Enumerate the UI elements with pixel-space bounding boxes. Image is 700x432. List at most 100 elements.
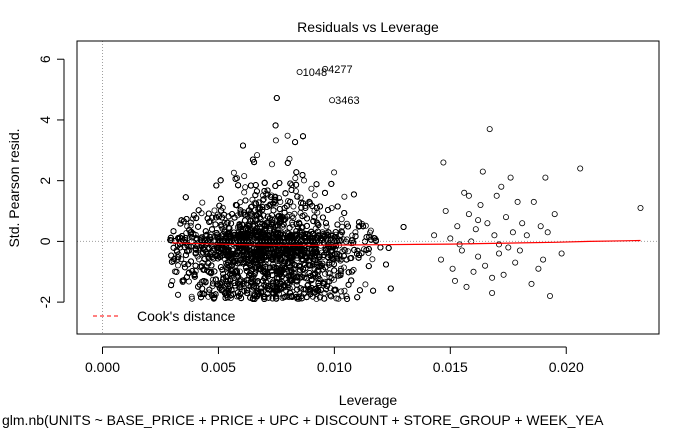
data-point — [173, 268, 180, 275]
data-point — [222, 294, 229, 301]
data-point — [247, 294, 254, 301]
data-point — [272, 137, 279, 144]
data-point — [328, 275, 335, 282]
data-point — [292, 188, 299, 195]
data-point — [296, 266, 303, 273]
data-point — [353, 250, 360, 257]
data-point — [192, 246, 199, 253]
data-point — [303, 275, 310, 282]
data-point — [245, 256, 252, 263]
data-point — [241, 189, 248, 196]
data-point — [370, 287, 377, 294]
data-point — [320, 280, 327, 287]
data-point — [366, 229, 373, 236]
data-point — [287, 246, 294, 253]
data-point — [254, 152, 261, 159]
data-point — [287, 277, 294, 284]
data-point — [342, 247, 349, 254]
data-point — [236, 247, 243, 254]
data-point — [284, 132, 291, 139]
data-point — [200, 277, 207, 284]
data-point — [242, 184, 249, 191]
data-point — [273, 229, 280, 236]
data-point — [237, 210, 244, 217]
data-point — [311, 192, 318, 199]
data-point — [356, 287, 363, 294]
data-point — [324, 282, 331, 289]
data-point — [269, 272, 276, 279]
data-point — [205, 254, 212, 261]
data-point — [222, 273, 229, 280]
data-point — [227, 283, 234, 290]
data-point — [280, 221, 287, 228]
data-point — [337, 267, 344, 274]
data-point — [188, 293, 195, 300]
data-point — [225, 213, 232, 220]
data-point — [338, 216, 345, 223]
data-point — [277, 269, 284, 276]
data-point — [266, 264, 273, 271]
data-point — [290, 203, 297, 210]
data-point — [325, 232, 332, 239]
data-point — [239, 260, 246, 267]
data-point — [331, 287, 338, 294]
data-point — [261, 179, 268, 186]
data-point — [223, 277, 230, 284]
data-point — [331, 267, 338, 274]
data-point — [273, 264, 280, 271]
data-point — [261, 187, 268, 194]
data-point — [306, 269, 313, 276]
data-point — [243, 287, 250, 294]
data-point — [219, 214, 226, 221]
data-point — [316, 203, 323, 210]
data-point — [182, 234, 189, 241]
data-point — [215, 213, 222, 220]
data-point — [264, 187, 271, 194]
data-point — [315, 233, 322, 240]
data-point — [263, 219, 270, 226]
data-point — [240, 251, 247, 258]
data-point — [319, 214, 326, 221]
data-point — [217, 195, 224, 202]
data-point — [387, 285, 394, 292]
data-point — [308, 185, 315, 192]
data-point — [199, 199, 206, 206]
data-point — [237, 290, 244, 297]
data-point — [352, 233, 359, 240]
data-point — [294, 193, 301, 200]
data-point — [174, 248, 181, 255]
data-point — [181, 244, 188, 251]
data-point — [268, 194, 275, 201]
data-point — [340, 236, 347, 243]
data-point — [213, 182, 220, 189]
data-point — [281, 204, 288, 211]
data-point — [328, 205, 335, 212]
data-point — [203, 231, 210, 238]
data-point — [293, 228, 300, 235]
data-point — [211, 207, 218, 214]
data-point — [254, 249, 261, 256]
data-point — [237, 207, 244, 214]
data-point — [206, 286, 213, 293]
data-point — [255, 266, 262, 273]
data-point — [221, 219, 228, 226]
data-point — [239, 142, 246, 149]
data-point — [350, 266, 357, 273]
data-point — [328, 180, 335, 187]
data-point — [209, 276, 216, 283]
data-point — [213, 229, 220, 236]
data-point — [341, 209, 348, 216]
data-point — [300, 200, 307, 207]
data-point — [230, 169, 237, 176]
data-point — [183, 273, 190, 280]
data-point — [321, 189, 328, 196]
chart-title: Residuals vs Leverage — [297, 19, 439, 35]
data-point — [261, 275, 268, 282]
data-point — [267, 201, 274, 208]
data-point — [284, 213, 291, 220]
data-point — [236, 221, 243, 228]
data-point — [284, 159, 291, 166]
data-point — [217, 264, 224, 271]
data-point — [272, 122, 279, 129]
data-point — [337, 272, 344, 279]
